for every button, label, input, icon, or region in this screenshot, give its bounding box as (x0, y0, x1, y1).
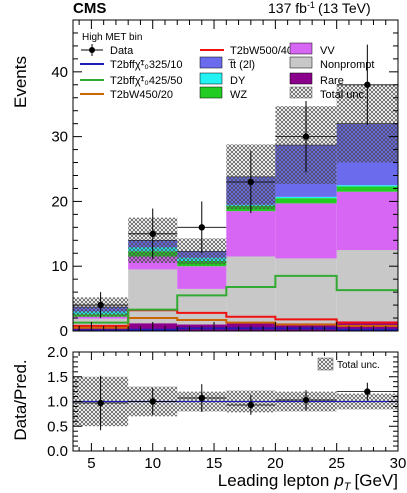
ratio-xtick-label-4: 25 (328, 455, 345, 472)
legend-label-3: T2bW450/20 (110, 89, 173, 101)
main-ytick-label-2: 20 (51, 193, 68, 210)
signal-line-2 (73, 274, 398, 324)
legend-label-9: Nonprompt (320, 59, 374, 71)
data-points (73, 44, 398, 319)
main-ytick-label-3: 30 (51, 129, 68, 146)
main-ytick-label-1: 10 (51, 258, 68, 275)
ratio-panel: 0.0 0.5 1.0 1.5 2.0 5 10 15 20 25 30 Total unc. Da… (11, 344, 406, 472)
ratio-xtick-label-3: 20 (267, 455, 284, 472)
ratio-ylabel: Data/Pred. (11, 359, 30, 440)
ratio-point-4 (302, 396, 310, 404)
bar-rare-4 (275, 323, 337, 331)
data-point-5 (364, 81, 371, 88)
x-axis-label: Leading lepton pT [GeV] (218, 471, 398, 493)
x-axis-label-text: Leading lepton (218, 471, 330, 490)
legend-swatch-data (89, 47, 95, 53)
x-axis-symbol: p (333, 471, 343, 490)
ratio-point-1 (149, 398, 156, 405)
ratio-legend: Total unc. (317, 357, 380, 371)
bar-vv-3 (226, 211, 276, 257)
ratio-xtick-label-0: 5 (87, 455, 95, 472)
legend-label-8: VV (320, 45, 335, 57)
legend-label-0: Data (110, 45, 134, 57)
legend-label-6: DY (230, 75, 246, 87)
ratio-xtick-label-1: 10 (144, 455, 161, 472)
lumi-value: 137 fb (268, 0, 307, 16)
legend-label-7: WZ (230, 89, 247, 101)
legend-swatch-box-10 (289, 72, 313, 85)
ratio-ytick-label-4: 2.0 (47, 344, 68, 361)
data-point-3 (247, 178, 255, 186)
ratio-point-0 (97, 399, 104, 407)
legend-swatch-box-7 (199, 86, 223, 99)
ratio-legend-label: Total unc. (337, 360, 380, 371)
lumi-sup: -1 (307, 0, 315, 10)
legend-swatch-box-9 (289, 56, 313, 69)
legend-label-1: T2bffχ̃¹₀325/10 (110, 59, 183, 71)
bar-dy-5 (336, 185, 398, 187)
bar-vv-2 (177, 266, 227, 289)
bar-dy-4 (275, 196, 337, 199)
bar-nonprompt-5 (336, 250, 398, 322)
legend-swatch-box-6 (199, 72, 223, 85)
legend-swatch-unc (289, 86, 313, 99)
legend-label-11: Total unc. (320, 89, 367, 101)
bar-vv-5 (336, 191, 398, 251)
data-point-0 (97, 301, 104, 309)
lumi-label: 137 fb-1 (13 TeV) (268, 0, 371, 16)
main-ytick-label-4: 40 (51, 64, 68, 81)
ratio-ytick-label-2: 1.0 (47, 394, 68, 411)
data-point-2 (198, 224, 205, 231)
legend-label-2: T2bffχ̃¹₀425/50 (110, 75, 183, 87)
ratio-ticks: 0.0 0.5 1.0 1.5 2.0 5 10 15 20 25 30 (47, 344, 406, 472)
ratio-point-5 (364, 388, 371, 395)
ratio-ytick-label-0: 0.0 (47, 443, 68, 460)
bar-vv-4 (275, 203, 337, 259)
main-ytick-label-0: 0 (60, 323, 68, 340)
legend-swatch-box-5 (199, 56, 223, 69)
energy-label: (13 TeV) (318, 0, 371, 16)
bar-nonprompt-1 (128, 269, 178, 324)
main-ticks: 0 10 20 30 40 (51, 19, 399, 340)
ratio-legend-swatch (317, 357, 334, 371)
bar-wz-4 (275, 198, 337, 204)
main-panel: 0 10 20 30 40 High MET bin Data T2bffχ̃¹₀325/… (11, 19, 399, 340)
ratio-points (73, 375, 398, 431)
ratio-xtick-label-5: 30 (390, 455, 407, 472)
main-ylabel: Events (11, 56, 30, 108)
ratio-ytick-label-1: 0.5 (47, 418, 68, 435)
bar-nonprompt-3 (226, 256, 276, 324)
x-axis-unit: [GeV] (355, 471, 398, 490)
ratio-xtick-label-2: 15 (206, 455, 223, 472)
x-axis-sub: T (344, 481, 352, 493)
data-point-1 (149, 230, 156, 238)
legend: Data T2bffχ̃¹₀325/10 T2bffχ̃¹₀425/50 T2bW45… (80, 42, 374, 101)
legend-label-4: T2bW500/40 (230, 45, 293, 57)
legend-label-5: t̅t (2l) (227, 59, 255, 71)
legend-swatch-box-8 (289, 42, 313, 55)
ratio-ytick-label-3: 1.5 (47, 369, 68, 386)
data-point-4 (302, 133, 310, 140)
experiment-label: CMS (73, 0, 106, 17)
bar-wz-5 (336, 186, 398, 192)
ratio-point-3 (247, 401, 255, 409)
bar-nonprompt-4 (275, 258, 337, 324)
bin-annotation: High MET bin (82, 32, 142, 43)
legend-label-10: Rare (320, 75, 344, 87)
ratio-point-2 (198, 394, 205, 402)
